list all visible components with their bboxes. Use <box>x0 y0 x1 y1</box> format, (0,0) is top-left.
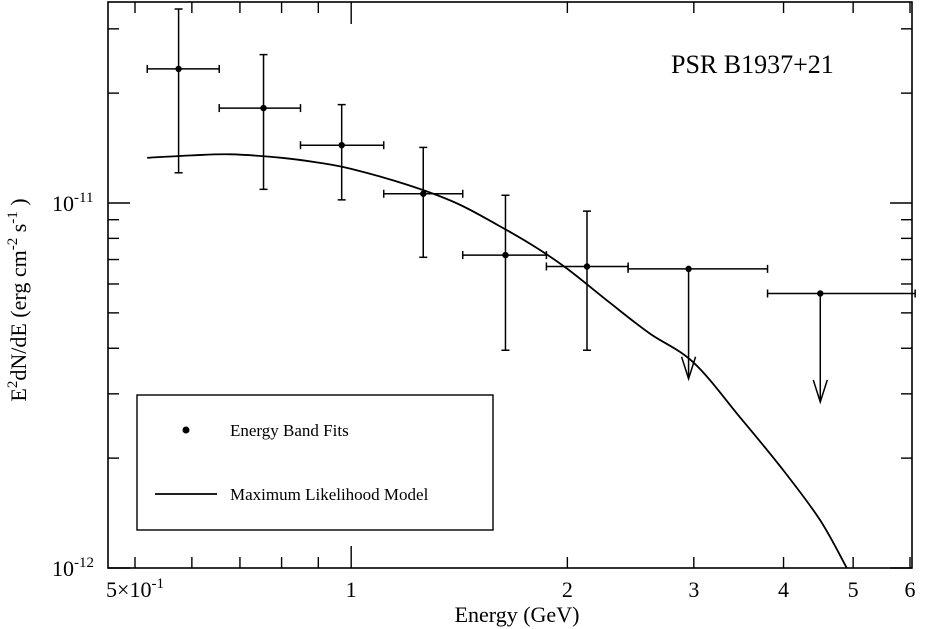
y-axis-title-exponent: 2 <box>5 381 21 389</box>
x-tick-label: 4 <box>778 577 789 602</box>
chart-title: PSR B1937+21 <box>671 50 834 79</box>
upper-limit-point <box>766 289 916 405</box>
legend-label-model: Maximum Likelihood Model <box>230 485 429 504</box>
data-marker <box>502 251 509 259</box>
data-marker <box>338 141 345 149</box>
data-point <box>545 210 629 351</box>
data-marker <box>817 290 824 297</box>
data-marker <box>583 263 591 270</box>
y-axis-title-part: E <box>6 388 31 401</box>
x-tick-label: 3 <box>688 577 699 602</box>
y-tick-label-exponent: -11 <box>74 190 93 206</box>
data-marker <box>260 104 267 112</box>
y-axis-title-part: ) <box>6 198 31 211</box>
y-axis-title-exponent: -1 <box>5 211 21 224</box>
legend-marker-points <box>182 426 190 434</box>
y-axis-title-exponent: -2 <box>5 238 21 251</box>
y-tick-label: 10-11 <box>52 190 93 216</box>
plot-frame <box>107 1 913 569</box>
data-point <box>299 103 385 201</box>
x-tick-label-exponent: -1 <box>151 576 164 592</box>
x-tick-label: 5×10-1 <box>106 576 164 602</box>
data-point <box>218 53 302 191</box>
legend-label-points: Energy Band Fits <box>230 421 349 440</box>
y-axis-title-part: dN/dE (erg cm <box>6 250 31 380</box>
data-point <box>461 194 548 351</box>
upper-limit-arrowhead <box>680 356 697 382</box>
y-axis-title-part: s <box>6 224 31 238</box>
data-marker <box>420 190 427 197</box>
y-tick-label: 10-12 <box>52 555 94 581</box>
x-tick-label: 5 <box>848 577 859 602</box>
x-axis-title: Energy (GeV) <box>455 602 580 627</box>
legend-box <box>136 394 494 531</box>
x-tick-label: 6 <box>905 577 916 602</box>
x-tick-label: 2 <box>562 577 573 602</box>
y-axis-title: E2dN/dE (erg cm-2 s-1 ) <box>5 198 31 401</box>
model-curve <box>147 153 848 569</box>
data-marker <box>685 265 692 273</box>
upper-limit-point <box>627 264 769 382</box>
data-point <box>382 146 464 259</box>
data-point <box>146 8 220 174</box>
data-marker <box>175 65 182 73</box>
upper-limit-arrowhead <box>812 379 828 405</box>
y-tick-label-exponent: -12 <box>74 555 94 571</box>
x-tick-label: 1 <box>346 577 357 602</box>
